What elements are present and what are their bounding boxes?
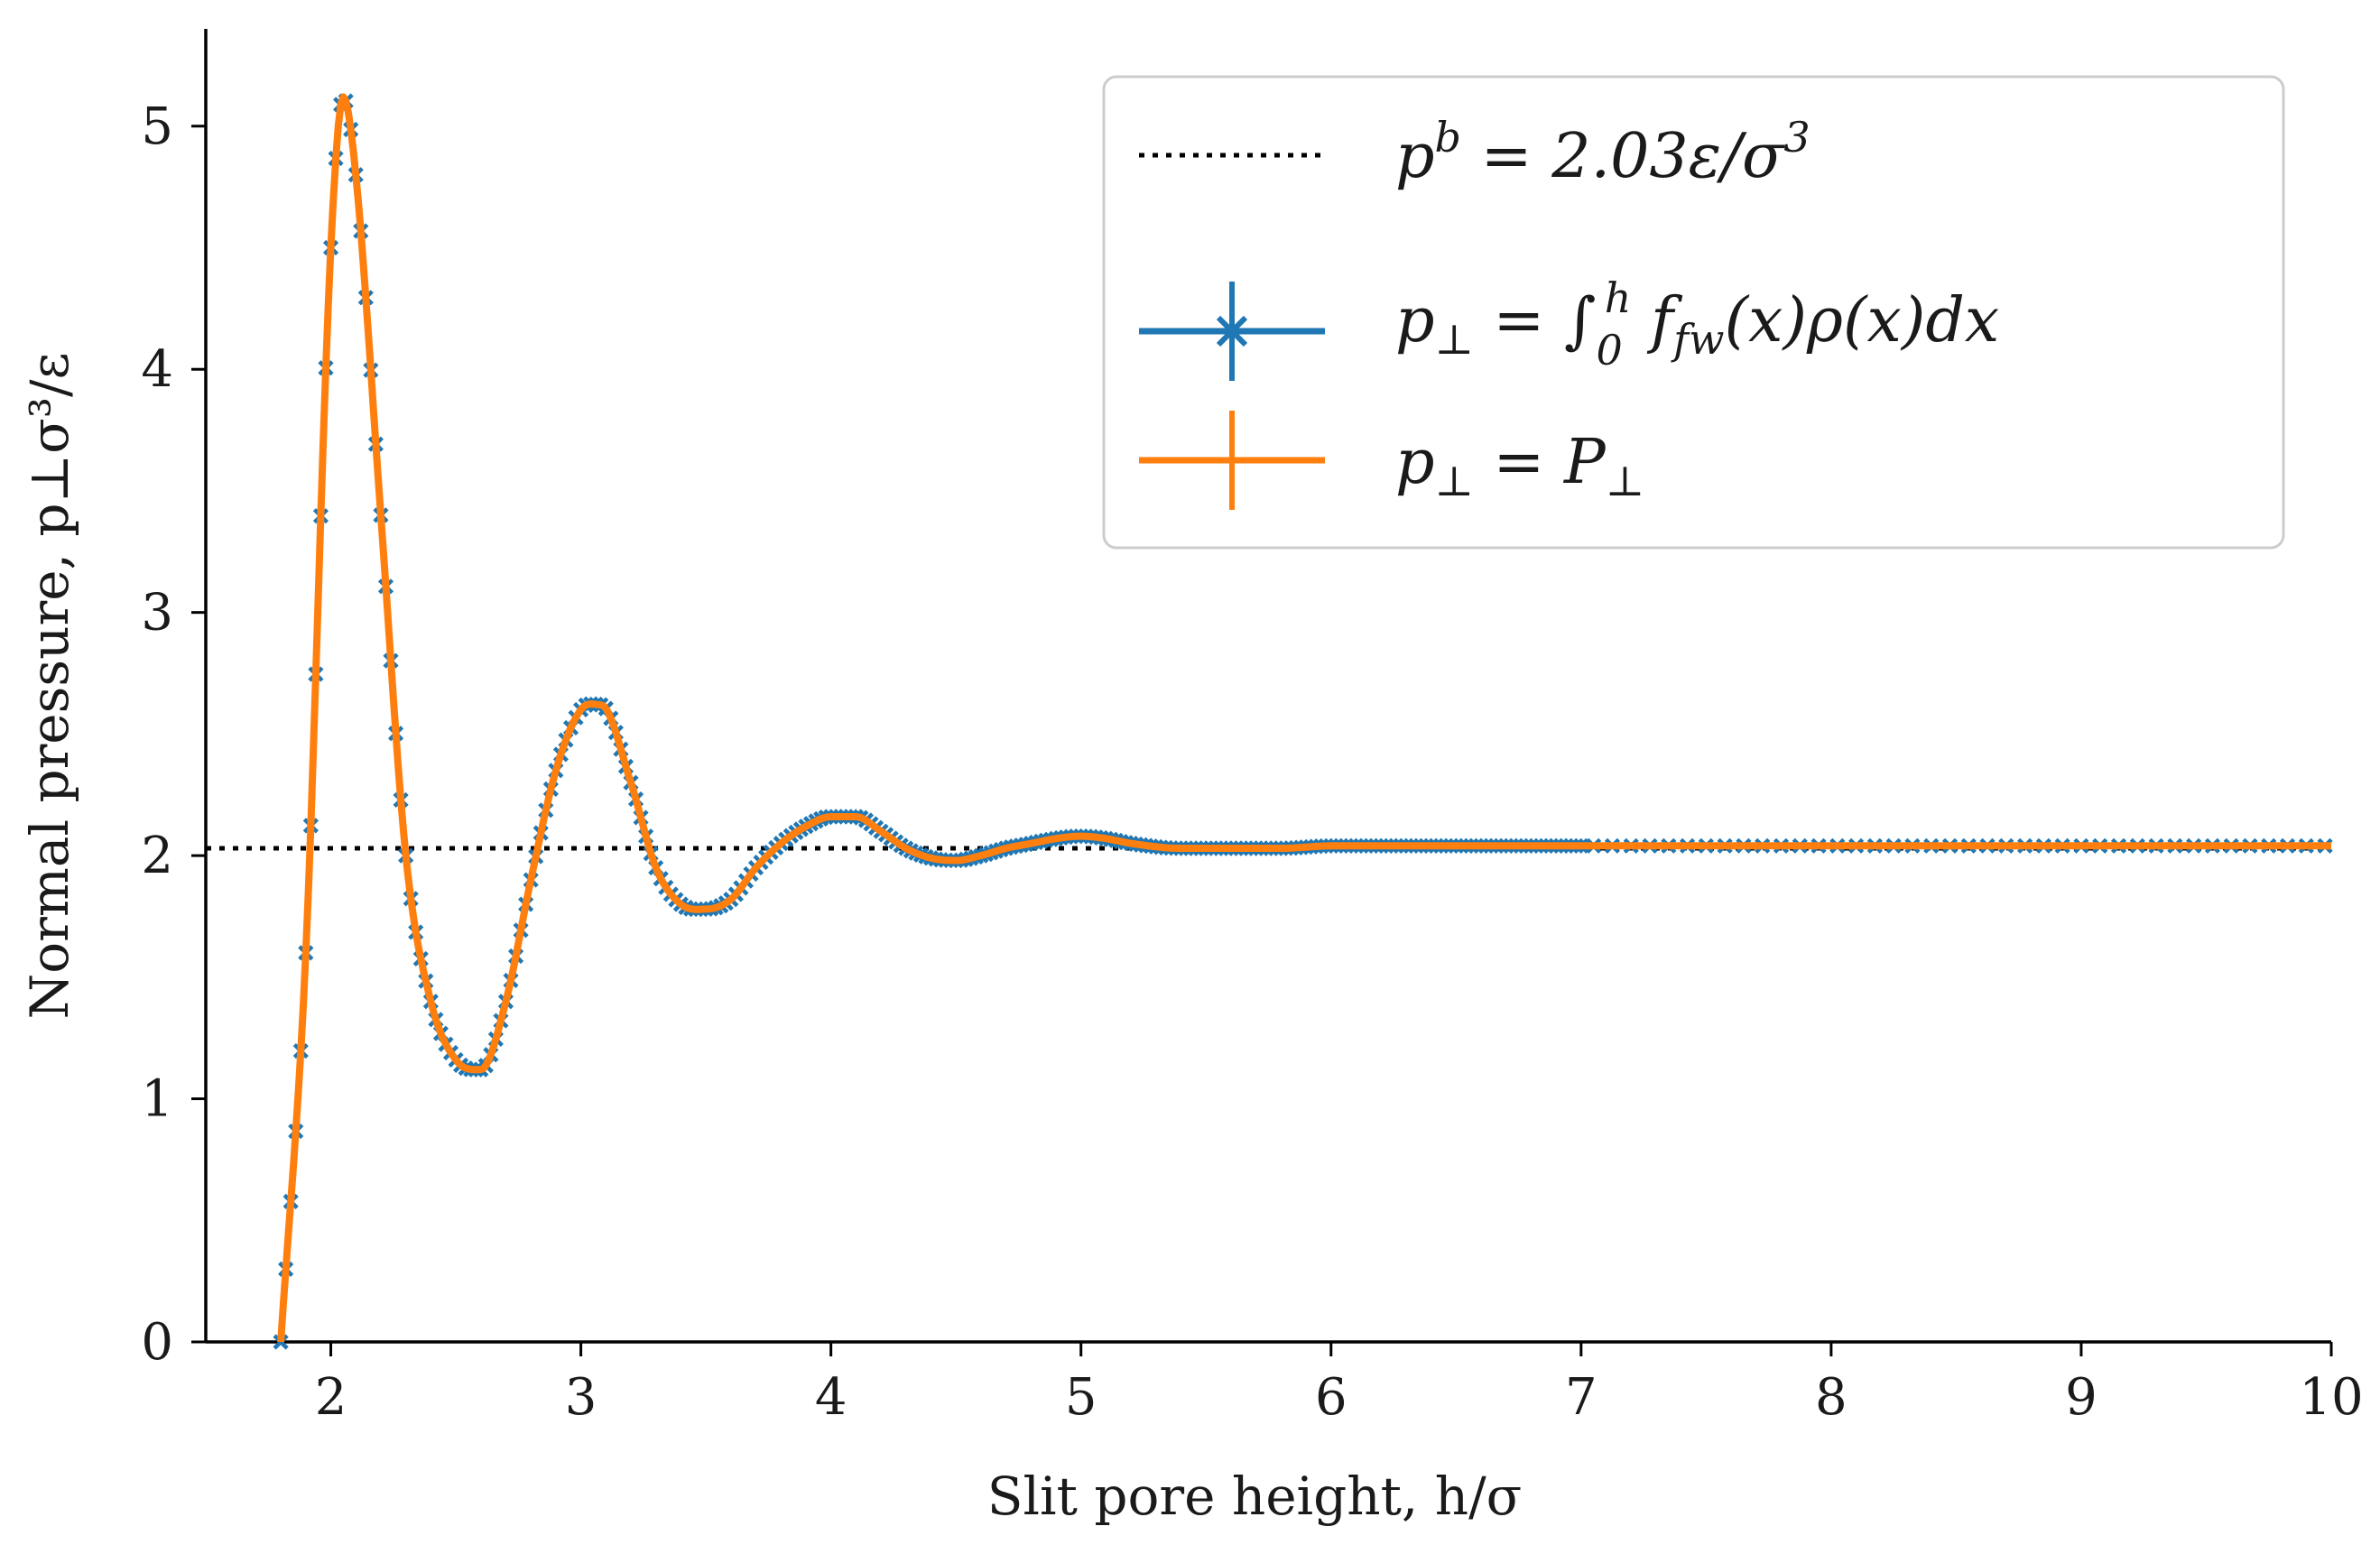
legend: pb = 2.03ε/σ3 p⊥ = ∫0h ffw(x)ρ(x)dx p⊥ =… xyxy=(1102,75,2285,550)
legend-label-reference: pb = 2.03ε/σ3 xyxy=(1395,113,1810,192)
x-tick-label: 10 xyxy=(2299,1368,2363,1427)
x-axis-label: Slit pore height, h/σ xyxy=(987,1466,1523,1527)
legend-label-integral: p⊥ = ∫0h ffw(x)ρ(x)dx xyxy=(1395,273,1999,375)
x-tick-label: 5 xyxy=(1065,1368,1097,1427)
y-tick-label: 0 xyxy=(141,1313,173,1372)
legend-box xyxy=(1102,75,2285,550)
x-tick-label: 7 xyxy=(1565,1368,1597,1427)
y-tick-label: 5 xyxy=(141,97,173,156)
y-tick-label: 3 xyxy=(141,584,173,643)
x-tick-label: 3 xyxy=(565,1368,597,1427)
y-tick-label: 4 xyxy=(141,340,173,399)
x-tick-label: 2 xyxy=(315,1368,347,1427)
direct-series-line xyxy=(277,93,2333,1343)
x-tick-label: 8 xyxy=(1815,1368,1848,1427)
y-tick-label: 1 xyxy=(141,1070,173,1129)
x-tick-label: 4 xyxy=(815,1368,847,1427)
y-axis-label: Normal pressure, p⊥σ³/ε xyxy=(19,352,80,1019)
legend-label-direct: p⊥ = P⊥ xyxy=(1395,427,1644,505)
y-tick-label: 2 xyxy=(141,827,173,885)
x-tick-label: 6 xyxy=(1315,1368,1347,1427)
x-axis-ticks: 2 3 4 5 6 7 8 9 10 xyxy=(315,1342,2364,1427)
x-tick-label: 9 xyxy=(2065,1368,2098,1427)
y-axis-ticks: 0 1 2 3 4 5 xyxy=(141,97,206,1372)
legend-swatch-integral-marker xyxy=(1216,315,1248,347)
